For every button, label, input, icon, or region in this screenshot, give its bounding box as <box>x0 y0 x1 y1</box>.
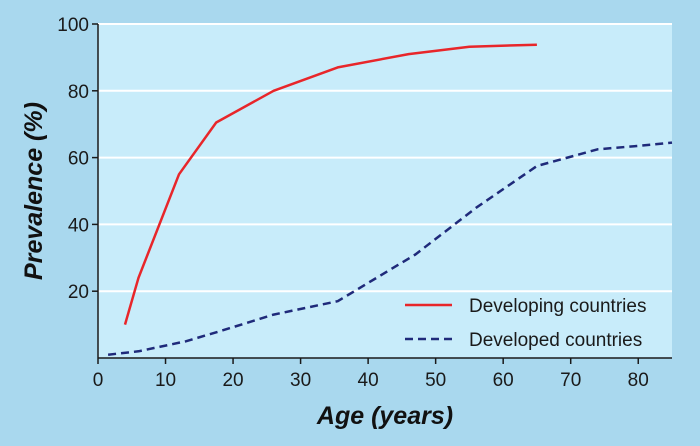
x-tick-label-70: 70 <box>560 370 581 391</box>
y-tick-label-100: 100 <box>57 15 89 36</box>
x-tick-label-30: 30 <box>290 370 311 391</box>
y-tick-label-40: 40 <box>68 215 89 236</box>
tick-labels: 0 10 20 30 40 50 60 70 80 20 40 60 80 100 <box>57 15 649 391</box>
legend-label-1: Developed countries <box>469 330 642 351</box>
x-tick-label-60: 60 <box>493 370 514 391</box>
x-tick-label-40: 40 <box>358 370 379 391</box>
x-tick-label-20: 20 <box>222 370 243 391</box>
data-series <box>107 43 673 356</box>
y-tick-label-80: 80 <box>68 82 89 103</box>
y-tick-label-60: 60 <box>68 149 89 170</box>
y-axis-title: Prevalence (%) <box>20 102 48 280</box>
axes <box>92 23 672 364</box>
plot-area <box>98 24 672 358</box>
y-tick-label-20: 20 <box>68 282 89 303</box>
x-tick-label-80: 80 <box>628 370 649 391</box>
x-tick-label-10: 10 <box>155 370 176 391</box>
x-tick-label-0: 0 <box>93 370 104 391</box>
legend: Developing countries Developed countries <box>405 296 646 351</box>
series-line-1 <box>107 141 673 356</box>
series-line-0 <box>123 43 537 325</box>
x-axis-title: Age (years) <box>316 402 453 430</box>
x-tick-label-50: 50 <box>425 370 446 391</box>
gridlines <box>98 23 672 293</box>
legend-label-0: Developing countries <box>469 296 646 317</box>
